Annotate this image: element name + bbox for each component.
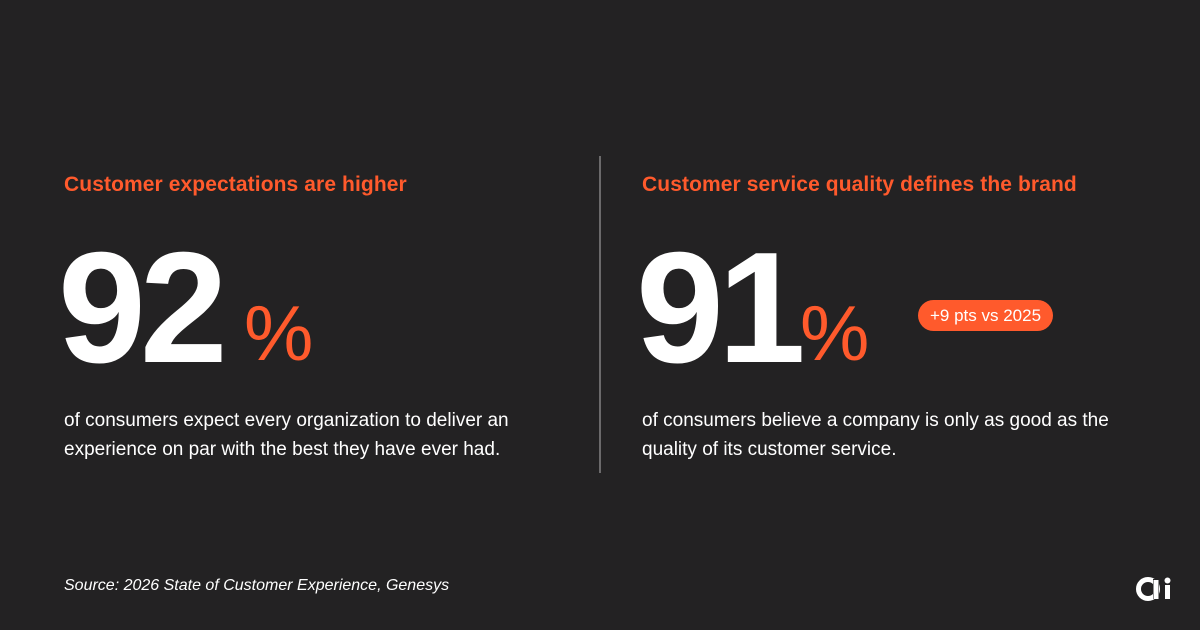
stat-panel-expectations: Customer expectations are higher 92 % of… — [58, 0, 564, 630]
percent-sign: % — [244, 289, 314, 377]
percent-sign: % — [800, 289, 870, 377]
stat-panel-service-quality: Customer service quality defines the bra… — [636, 0, 1162, 630]
stat-number: 91 — [636, 220, 806, 396]
column-divider — [599, 156, 601, 473]
stat-description: of consumers expect every organization t… — [64, 410, 509, 460]
stat-number: 92 — [58, 220, 228, 396]
stat-heading: Customer service quality defines the bra… — [642, 173, 1077, 196]
stat-description: of consumers believe a company is only a… — [642, 410, 1109, 460]
brand-logo-icon — [1136, 577, 1171, 601]
source-citation: Source: 2026 State of Customer Experienc… — [64, 577, 450, 594]
change-badge: +9 pts vs 2025 — [918, 300, 1054, 331]
stat-heading: Customer expectations are higher — [64, 173, 407, 196]
